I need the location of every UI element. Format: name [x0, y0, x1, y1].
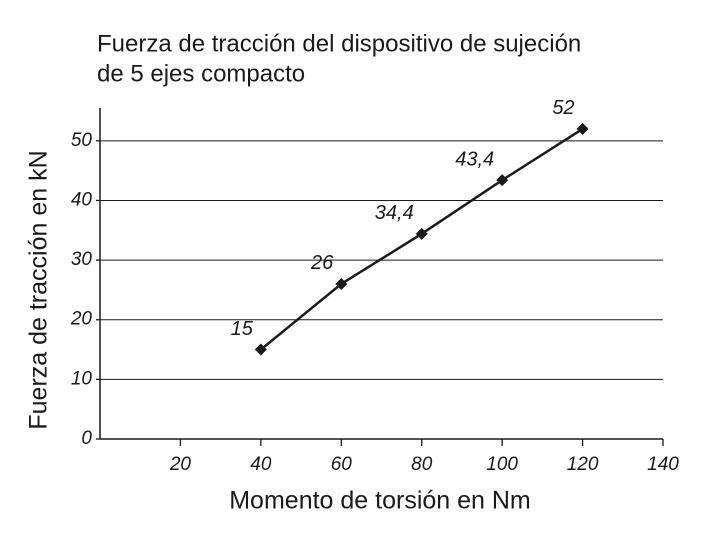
marker — [496, 174, 509, 187]
value-label: 15 — [231, 318, 254, 340]
x-tick-label: 80 — [411, 454, 433, 475]
x-tick-label: 20 — [169, 454, 192, 475]
x-tick-label: 60 — [331, 454, 353, 475]
chart-title: Fuerza de tracción del dispositivo de su… — [97, 30, 581, 57]
value-label: 43,4 — [455, 148, 494, 170]
y-tick-label: 50 — [71, 130, 93, 151]
x-axis-title: Momento de torsión en Nm — [229, 487, 531, 515]
value-label: 34,4 — [375, 202, 414, 224]
y-axis-title: Fuerza de tracción en kN — [25, 150, 53, 429]
y-tick-label: 40 — [71, 189, 93, 210]
x-tick-label: 140 — [647, 454, 679, 475]
chart-title: de 5 ejes compacto — [97, 60, 305, 87]
marker — [254, 343, 267, 356]
marker — [335, 277, 348, 290]
y-tick-label: 30 — [71, 249, 93, 270]
y-tick-label: 20 — [70, 309, 93, 330]
x-tick-label: 120 — [567, 454, 599, 475]
y-tick-label: 0 — [81, 428, 92, 449]
marker — [576, 122, 589, 135]
marker — [415, 227, 428, 240]
x-tick-label: 100 — [486, 454, 518, 475]
value-label: 26 — [310, 252, 334, 274]
x-tick-label: 40 — [250, 454, 272, 475]
value-label: 52 — [552, 97, 574, 119]
y-tick-label: 10 — [71, 368, 93, 389]
